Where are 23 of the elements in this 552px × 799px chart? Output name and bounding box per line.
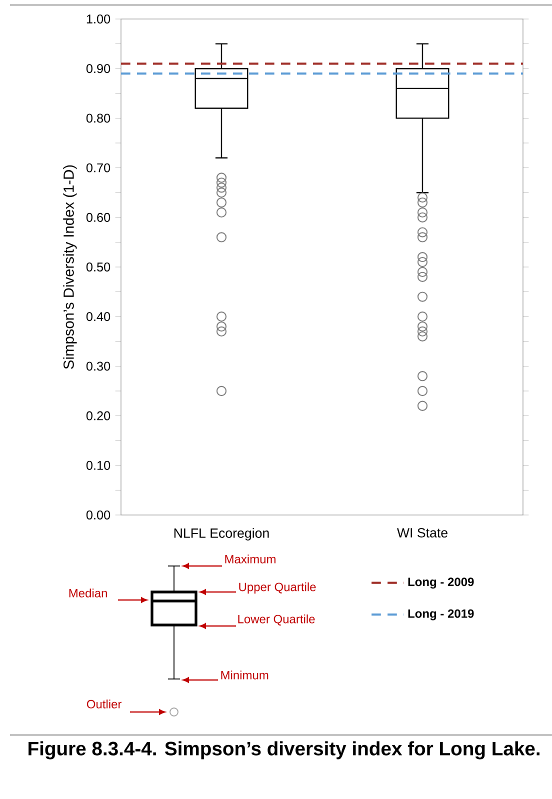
legend-label: Long - 2019 <box>408 609 474 620</box>
y-tick-label: 0.50 <box>86 262 110 272</box>
text: Outlier <box>86 700 122 708</box>
text: Median <box>69 588 107 598</box>
y-tick-label: 0.30 <box>86 362 110 371</box>
y-tick-label: 0.00 <box>86 510 110 520</box>
text: Upper Quartile <box>239 582 316 594</box>
y-tick-label: 0.20 <box>86 411 110 420</box>
text: Minimum <box>221 670 268 680</box>
text: Lower Quartile <box>238 614 315 626</box>
y-tick-label: 0.60 <box>86 212 110 222</box>
y-tick-label: 0.90 <box>86 64 110 74</box>
x-tick-label: NLFL Ecoregion <box>174 528 269 540</box>
y-tick-label: 0.70 <box>86 163 110 172</box>
y-tick-label: 0.40 <box>86 312 110 322</box>
x-tick-label: WI State <box>396 528 448 538</box>
text: Figure 8.3.4-4. Simpson’s diversity index for Long Lake. <box>28 741 540 760</box>
legend-label: Long - 2009 <box>408 578 474 589</box>
y-tick-label: 0.10 <box>86 460 110 470</box>
text: Maximum <box>225 554 276 564</box>
y-tick-label: 1.00 <box>86 14 110 24</box>
y-tick-label: 0.80 <box>86 114 110 123</box>
y-axis-title: Simpson’s Diversity Index (1-D) <box>63 165 77 369</box>
